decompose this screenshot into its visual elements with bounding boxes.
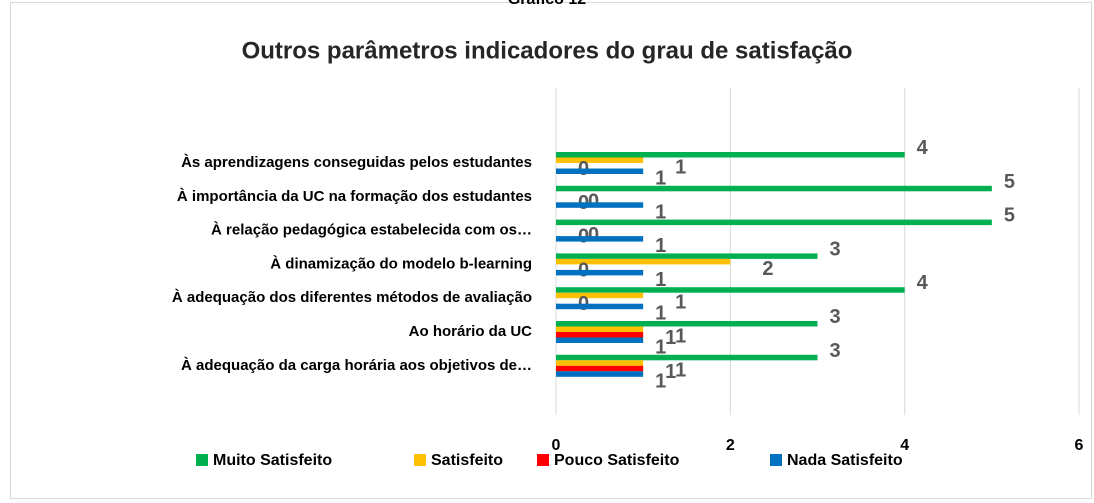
data-label: 1 xyxy=(655,235,666,257)
data-label: 1 xyxy=(675,292,686,314)
bar xyxy=(556,371,644,377)
data-label: 5 xyxy=(1004,205,1015,227)
data-label: 3 xyxy=(830,340,841,362)
data-label: 1 xyxy=(655,168,666,190)
legend-swatch xyxy=(196,454,208,466)
data-label: 1 xyxy=(655,303,666,325)
legend-swatch xyxy=(770,454,782,466)
data-label: 1 xyxy=(655,370,666,392)
bar xyxy=(556,365,644,372)
legend-label: Nada Satisfeito xyxy=(787,452,903,469)
y-tick-label: À dinamização do modelo b-learning xyxy=(270,255,532,272)
y-tick-label: À relação pedagógica estabelecida com os… xyxy=(211,222,532,239)
bar xyxy=(556,269,644,276)
bar xyxy=(556,258,731,265)
bar xyxy=(556,332,644,338)
data-label: 2 xyxy=(762,258,773,280)
bar xyxy=(556,354,818,361)
bar xyxy=(556,287,905,293)
x-tick-label: 6 xyxy=(1075,437,1084,454)
data-label: 0 xyxy=(588,190,599,212)
data-label: 3 xyxy=(830,238,841,260)
chart-border xyxy=(10,2,1092,499)
data-label: 1 xyxy=(675,157,686,179)
data-label: 1 xyxy=(655,201,666,223)
data-label: 4 xyxy=(917,137,929,159)
x-tick-label: 4 xyxy=(900,437,909,454)
bar xyxy=(556,292,644,299)
bar xyxy=(556,152,905,158)
bar xyxy=(556,326,644,332)
bar xyxy=(556,236,644,242)
bar xyxy=(556,303,644,310)
bar xyxy=(556,219,992,226)
legend-label: Pouco Satisfeito xyxy=(554,452,680,469)
legend-swatch xyxy=(414,454,426,466)
bar xyxy=(556,157,644,163)
data-label: 1 xyxy=(665,361,676,383)
bar xyxy=(556,337,644,343)
y-tick-label: Às aprendizagens conseguidas pelos estud… xyxy=(181,154,532,171)
data-label: 1 xyxy=(655,269,666,291)
chart-title: Outros parâmetros indicadores do grau de… xyxy=(242,37,853,64)
data-label: 4 xyxy=(917,272,929,294)
data-label: 3 xyxy=(830,306,841,328)
bar xyxy=(556,185,992,192)
data-label: 1 xyxy=(655,337,666,359)
bar xyxy=(556,360,644,366)
data-label: 1 xyxy=(675,359,686,381)
y-tick-label: Ao horário da UC xyxy=(409,323,533,340)
legend-label: Muito Satisfeito xyxy=(213,452,332,469)
bar xyxy=(556,321,818,327)
bar xyxy=(556,202,644,208)
data-label: 0 xyxy=(588,224,599,246)
y-tick-label: À adequação da carga horária aos objetiv… xyxy=(181,357,532,374)
bar xyxy=(556,253,818,259)
y-tick-label: À importância da UC na formação dos estu… xyxy=(177,188,532,205)
bar xyxy=(556,168,644,174)
legend-swatch xyxy=(537,454,549,466)
data-label: 1 xyxy=(665,327,676,349)
chart-heading: Gráfico 12 xyxy=(508,0,586,8)
data-label: 1 xyxy=(675,326,686,348)
x-tick-label: 2 xyxy=(726,437,735,454)
legend-label: Satisfeito xyxy=(431,452,503,469)
y-tick-label: À adequação dos diferentes métodos de av… xyxy=(172,289,532,306)
data-label: 5 xyxy=(1004,171,1015,193)
x-tick-label: 0 xyxy=(552,437,561,454)
